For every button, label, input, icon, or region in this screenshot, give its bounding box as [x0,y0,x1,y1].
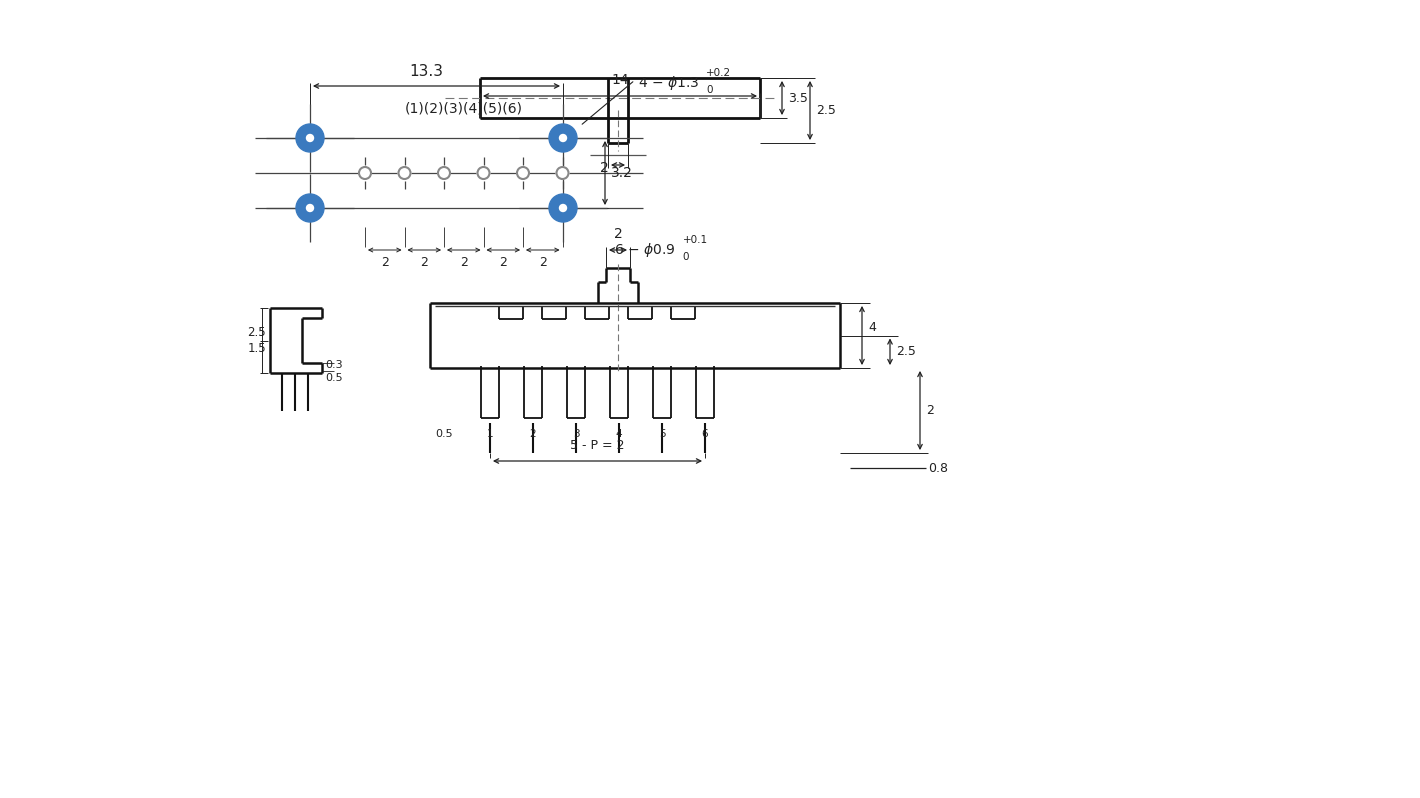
Circle shape [550,124,577,152]
Text: 2: 2 [420,256,429,269]
Text: (1)(2)(3)(4)(5)(6): (1)(2)(3)(4)(5)(6) [405,102,523,116]
Text: 2: 2 [926,404,934,417]
Text: 2.5: 2.5 [816,104,836,117]
Text: 6: 6 [701,429,709,439]
Circle shape [550,194,577,222]
Text: 2: 2 [613,227,622,241]
Circle shape [295,194,324,222]
Text: 2: 2 [599,161,608,175]
Text: 2.5: 2.5 [896,346,916,358]
Text: +0.2: +0.2 [706,68,731,78]
Text: 0.8: 0.8 [929,461,949,475]
Text: 2: 2 [381,256,389,269]
Text: 13.3: 13.3 [409,64,443,79]
Text: +0.1: +0.1 [683,235,707,245]
Text: 3.5: 3.5 [788,92,808,105]
Text: 0.5: 0.5 [325,373,342,383]
Circle shape [295,124,324,152]
Text: 4: 4 [616,429,622,439]
Circle shape [557,167,568,179]
Text: 2: 2 [460,256,467,269]
Text: 0.5: 0.5 [435,429,453,439]
Text: 5: 5 [659,429,666,439]
Text: 2: 2 [500,256,507,269]
Text: 4 $-$ $\phi$1.3: 4 $-$ $\phi$1.3 [638,74,700,92]
Text: 0.3: 0.3 [325,360,342,370]
Circle shape [399,167,410,179]
Text: 1.5: 1.5 [247,342,266,355]
Circle shape [359,167,371,179]
Text: 1: 1 [487,429,493,439]
Circle shape [559,204,567,211]
Text: 3.2: 3.2 [611,166,633,180]
Text: 5 - P = 2: 5 - P = 2 [571,439,625,452]
Circle shape [437,167,450,179]
Text: 14: 14 [611,73,629,87]
Text: 4: 4 [868,321,876,334]
Circle shape [477,167,490,179]
Circle shape [517,167,530,179]
Text: 2: 2 [530,429,537,439]
Text: 0: 0 [683,252,689,262]
Text: 2: 2 [538,256,547,269]
Text: 6 $-$ $\phi$0.9: 6 $-$ $\phi$0.9 [615,241,676,259]
Text: 0: 0 [706,85,713,95]
Circle shape [307,135,314,141]
Text: 3: 3 [572,429,579,439]
Text: 2.5: 2.5 [247,326,266,339]
Circle shape [559,135,567,141]
Circle shape [307,204,314,211]
